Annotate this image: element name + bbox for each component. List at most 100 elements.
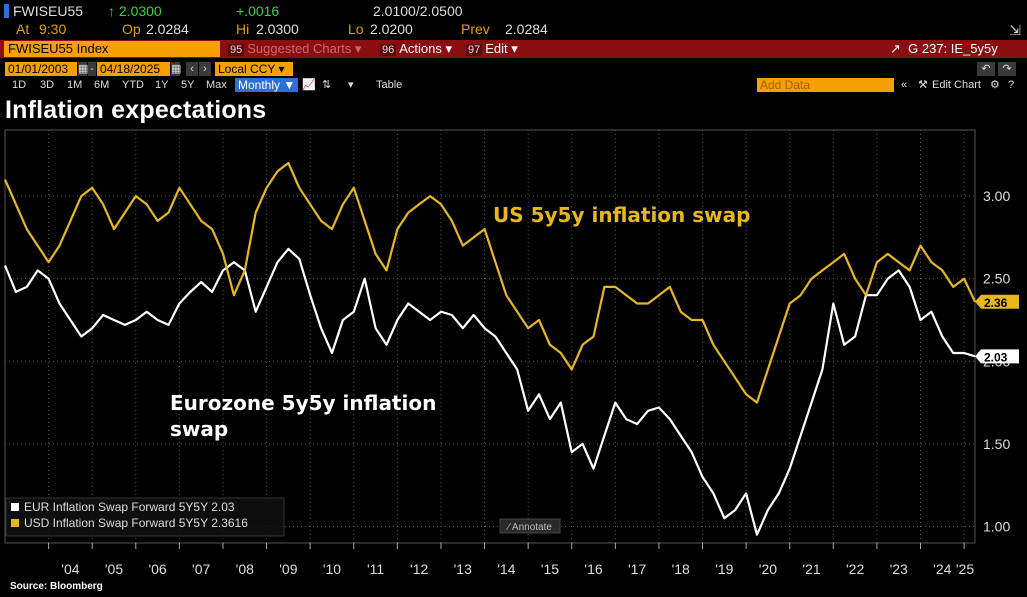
bar-chart-icon[interactable]: ⇅ xyxy=(322,79,332,91)
line-chart-icon[interactable]: 📈 xyxy=(302,79,316,91)
prev-period-icon[interactable]: ‹ xyxy=(186,62,198,76)
hi-value: 2.0300 xyxy=(256,21,299,37)
chart-type-dropdown-icon[interactable]: ▾ xyxy=(348,79,354,91)
legend-box xyxy=(5,497,285,537)
last-price: ↑ 2.0300 xyxy=(108,3,162,19)
chart-title: Inflation expectations xyxy=(5,96,267,124)
x-tick-label: '08 xyxy=(236,561,254,577)
edit-menu[interactable]: 97 Edit ▾ xyxy=(466,41,518,58)
wrench-icon[interactable]: ⚒ xyxy=(918,79,928,91)
edit-label: Edit ▾ xyxy=(485,41,518,56)
start-date-input[interactable]: 01/01/2003 xyxy=(5,62,77,76)
bid-ask: 2.0100/2.0500 xyxy=(373,3,463,19)
period-1d[interactable]: 1D xyxy=(12,79,27,91)
chart-ref[interactable]: ↗ G 237: IE_5y5y xyxy=(890,41,998,57)
x-tick-label: '15 xyxy=(541,561,559,577)
at-time: 9:30 xyxy=(39,21,67,37)
suggested-num: 95 xyxy=(228,44,245,56)
x-tick-label: '25 xyxy=(956,561,974,577)
eur-series-line xyxy=(3,247,976,536)
y-tick-label: 1.00 xyxy=(983,518,1010,534)
usd-series-line xyxy=(3,161,976,404)
currency-value: Local CCY xyxy=(218,62,276,76)
calendar-icon[interactable]: ▦ xyxy=(171,62,182,76)
price-change: +.0016 xyxy=(236,3,280,19)
period-6m[interactable]: 6M xyxy=(94,79,110,91)
eurozone-series-annotation-line1: Eurozone 5y5y inflation xyxy=(170,391,436,415)
suggested-charts-label: Suggested Charts ▾ xyxy=(247,41,362,56)
prev-value: 2.0284 xyxy=(505,21,548,37)
at-label: At xyxy=(16,21,30,37)
x-tick-label: '04 xyxy=(61,561,79,577)
settings-icon[interactable]: ⚙ xyxy=(990,79,1000,91)
source-note: Source: Bloomberg xyxy=(10,581,103,592)
annotate-button-label: ∕ Annotate xyxy=(505,522,552,533)
index-field[interactable]: FWISEU55 Index xyxy=(4,41,220,57)
add-data-input[interactable]: Add Data xyxy=(757,78,894,92)
date-bar: 01/01/2003 ▦ - 04/18/2025 ▦ ‹ › Local CC… xyxy=(0,60,1027,77)
date-separator: - xyxy=(88,62,96,76)
period-bar: 1D 3D 1M 6M YTD 1Y 5Y Max Monthly ▼ 📈 ⇅ … xyxy=(0,77,1027,93)
last-value-label: 2.03 xyxy=(984,350,1008,364)
actions-menu[interactable]: 96 Actions ▾ xyxy=(380,41,452,58)
x-tick-label: '13 xyxy=(454,561,472,577)
edit-num: 97 xyxy=(466,44,483,56)
x-tick-label: '05 xyxy=(105,561,123,577)
chart-ref-label: G 237: IE_5y5y xyxy=(908,41,998,56)
table-button[interactable]: Table xyxy=(376,79,403,91)
legend-entry: USD Inflation Swap Forward 5Y5Y 2.3616 xyxy=(24,516,248,530)
plot-area xyxy=(4,129,976,544)
period-ytd[interactable]: YTD xyxy=(122,79,144,91)
help-icon[interactable]: ? xyxy=(1008,79,1015,91)
x-tick-label: '17 xyxy=(628,561,646,577)
period-1m[interactable]: 1M xyxy=(67,79,83,91)
suggested-charts-menu[interactable]: 95 Suggested Charts ▾ xyxy=(228,41,361,58)
collapse-icon[interactable]: « xyxy=(901,79,908,91)
undo-icon[interactable]: ↶ xyxy=(977,62,995,76)
lo-label: Lo xyxy=(348,21,364,37)
next-period-icon[interactable]: › xyxy=(199,62,211,76)
ticker-symbol[interactable]: FWISEU55 xyxy=(13,3,84,19)
currency-select[interactable]: Local CCY ▾ xyxy=(215,62,293,76)
x-tick-label: '22 xyxy=(846,561,864,577)
period-3d[interactable]: 3D xyxy=(40,79,55,91)
lo-value: 2.0200 xyxy=(370,21,413,37)
x-tick-label: '21 xyxy=(802,561,820,577)
legend-swatch xyxy=(11,519,19,527)
op-value: 2.0284 xyxy=(146,21,189,37)
actions-label: Actions ▾ xyxy=(399,41,453,56)
period-5y[interactable]: 5Y xyxy=(181,79,195,91)
end-date-input[interactable]: 04/18/2025 xyxy=(97,62,170,76)
last-value-tag xyxy=(975,349,1019,364)
x-tick-label: '10 xyxy=(323,561,341,577)
x-tick-label: '12 xyxy=(410,561,428,577)
popout-icon[interactable]: ⇲ xyxy=(1009,22,1021,38)
legend-entry: EUR Inflation Swap Forward 5Y5Y 2.03 xyxy=(24,500,235,514)
ticker-header: FWISEU55 ↑ 2.0300 +.0016 2.0100/2.0500 A… xyxy=(0,0,1027,40)
last-value-tag xyxy=(975,294,1019,309)
op-label: Op xyxy=(122,21,141,37)
frequency-select[interactable]: Monthly ▼ xyxy=(235,78,299,92)
period-1y[interactable]: 1Y xyxy=(155,79,169,91)
actions-num: 96 xyxy=(380,44,397,56)
x-tick-label: '07 xyxy=(192,561,210,577)
calendar-icon[interactable]: ▦ xyxy=(78,62,89,76)
x-tick-label: '18 xyxy=(672,561,690,577)
period-max[interactable]: Max xyxy=(206,79,227,91)
x-tick-label: '24 xyxy=(933,561,951,577)
redo-icon[interactable]: ↷ xyxy=(998,62,1016,76)
edit-chart-button[interactable]: Edit Chart xyxy=(932,79,981,91)
hi-label: Hi xyxy=(236,21,250,37)
x-tick-label: '14 xyxy=(497,561,515,577)
y-tick-label: 3.00 xyxy=(983,188,1010,204)
export-icon: ↗ xyxy=(890,41,909,56)
x-tick-label: '23 xyxy=(890,561,908,577)
y-tick-label: 1.50 xyxy=(983,436,1010,452)
x-tick-label: '06 xyxy=(148,561,166,577)
legend-swatch xyxy=(11,503,19,511)
y-tick-label: 2.50 xyxy=(983,271,1010,287)
x-tick-label: '20 xyxy=(759,561,777,577)
us-series-annotation: US 5y5y inflation swap xyxy=(493,203,750,227)
x-tick-label: '09 xyxy=(279,561,297,577)
